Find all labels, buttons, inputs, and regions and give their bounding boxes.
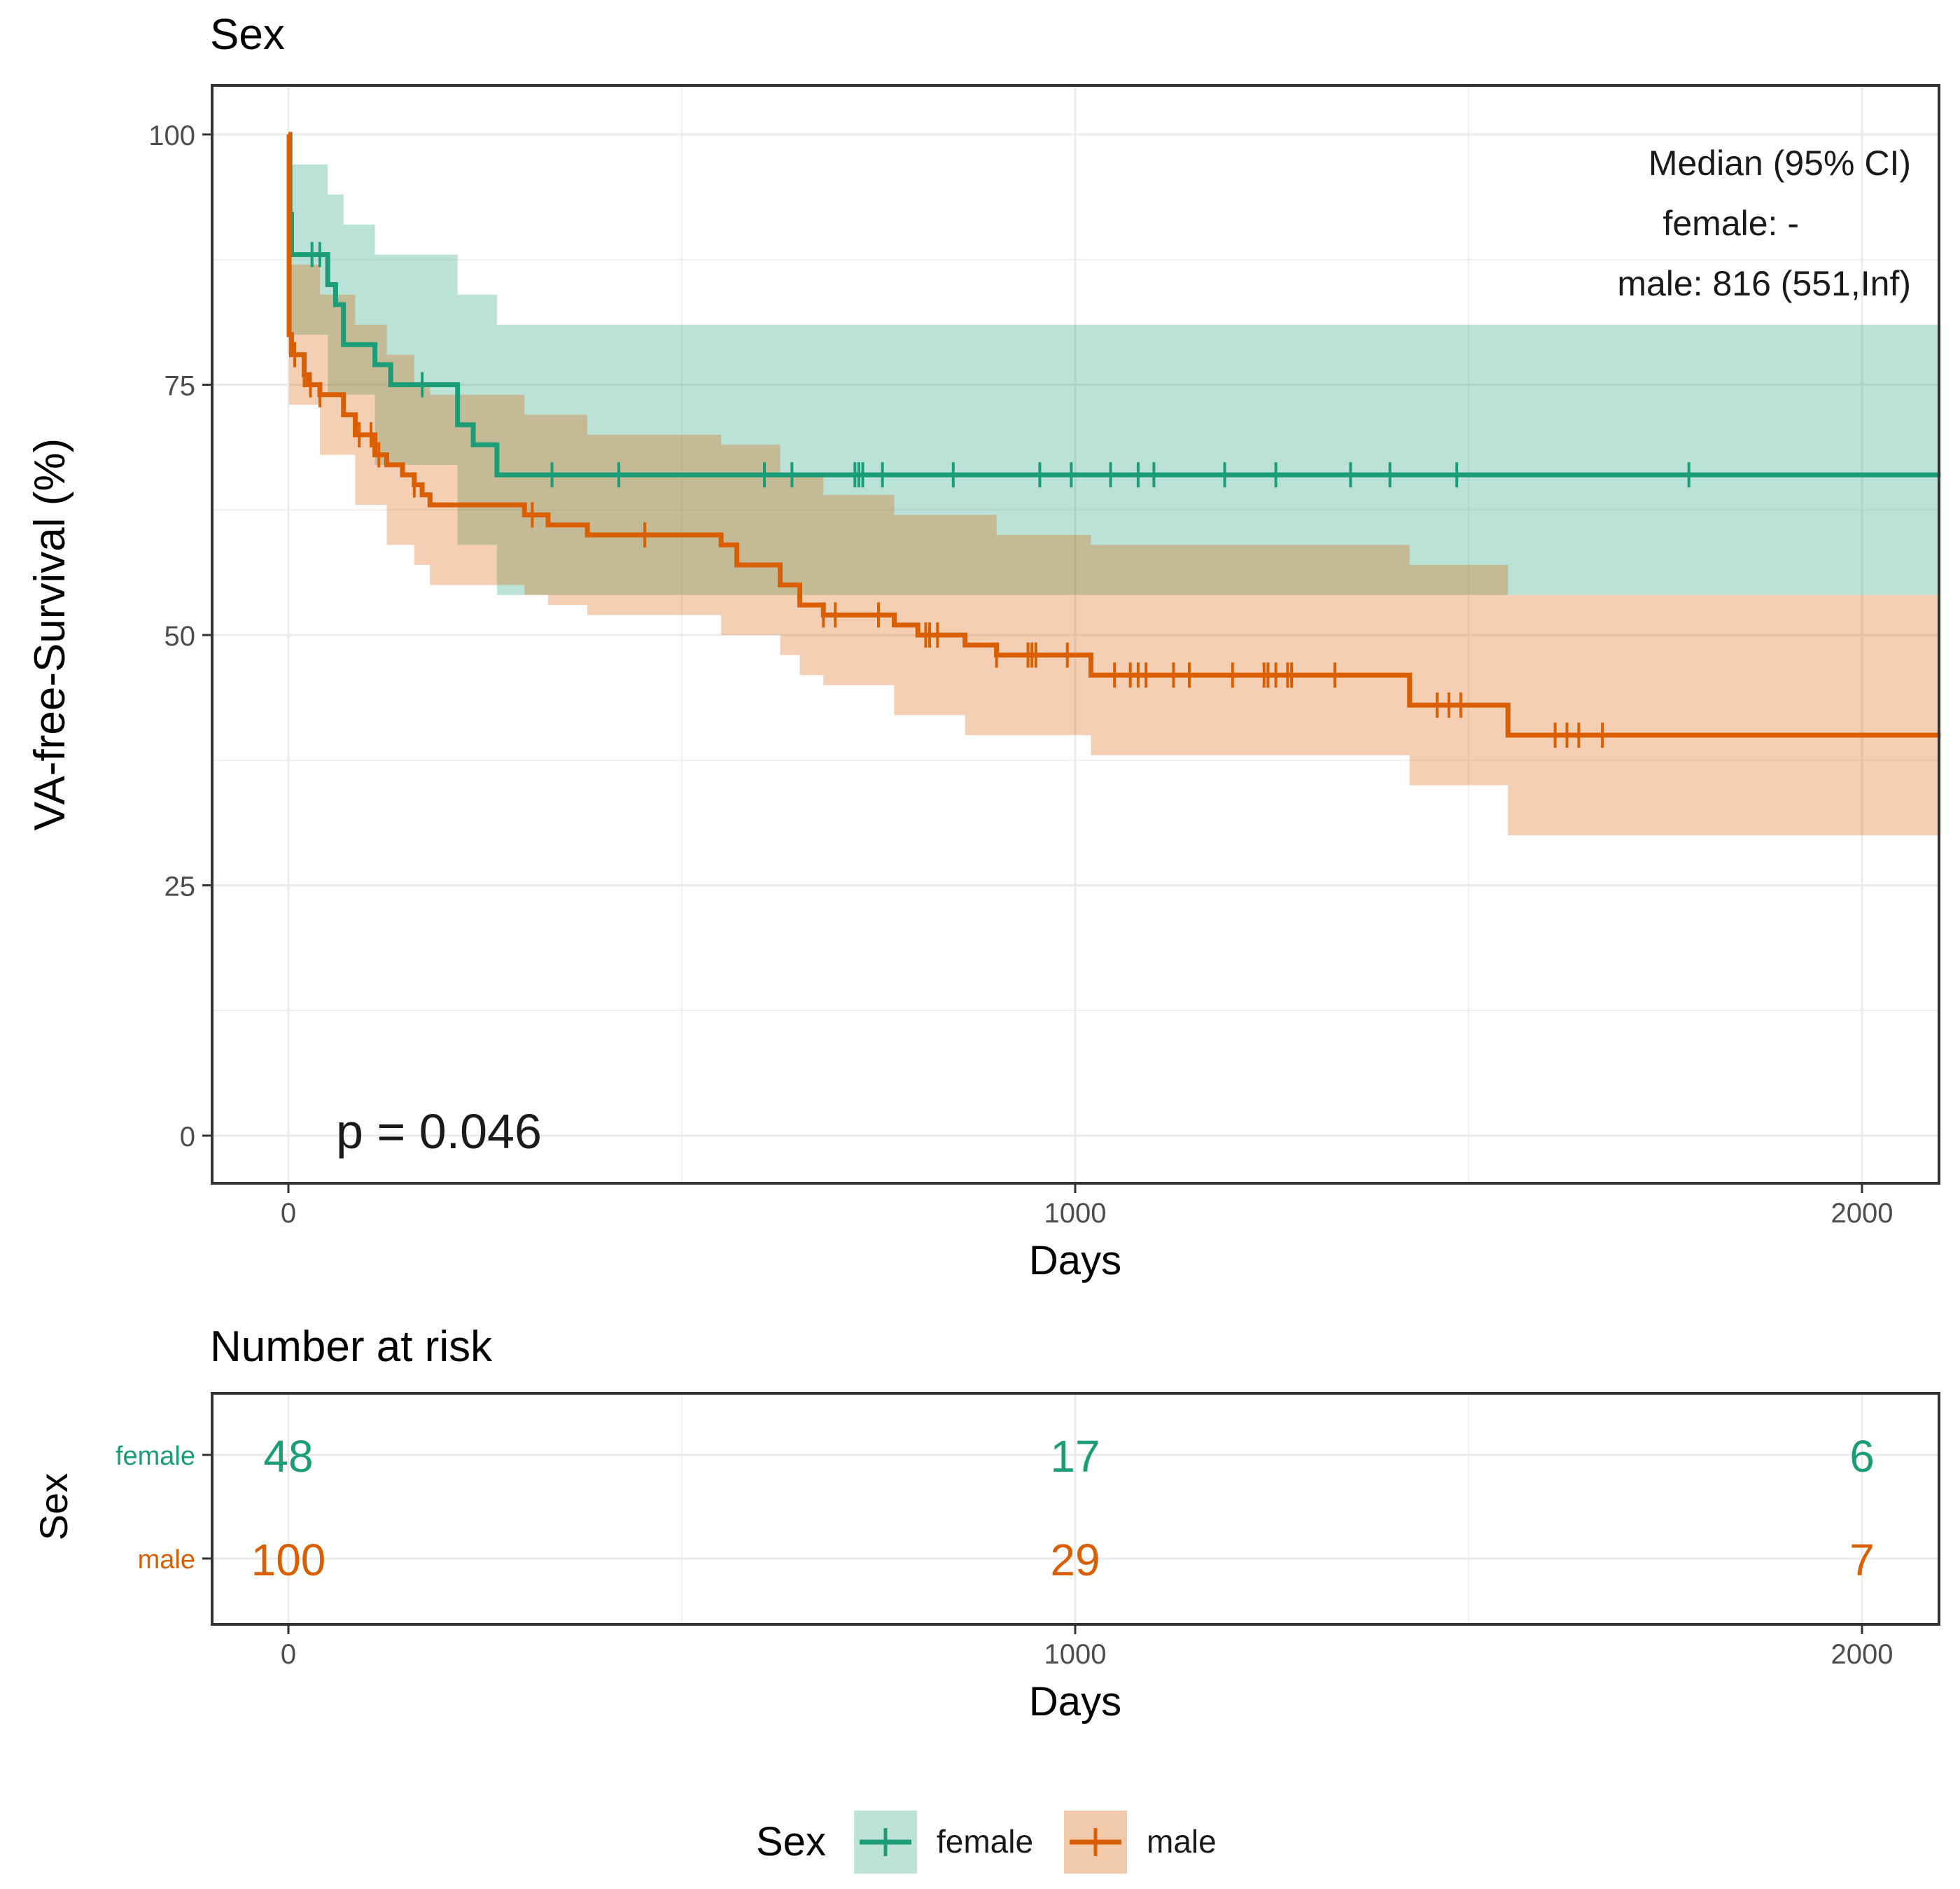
risk-table-cells: 48 17 6 100 29 7: [251, 1431, 1875, 1585]
risk-table-x-ticks: 0 1000 2000: [281, 1624, 1893, 1670]
legend-item-female: female: [854, 1811, 1033, 1874]
legend-label-female: female: [937, 1823, 1033, 1860]
x-axis-label: Days: [1029, 1238, 1121, 1283]
p-value: p = 0.046: [336, 1104, 542, 1159]
risk-x-tick-label: 0: [281, 1639, 296, 1670]
median-annotation: Median (95% CI) female: - male: 816 (551…: [1617, 144, 1911, 303]
risk-x-tick-label: 1000: [1044, 1639, 1107, 1670]
y-tick-label: 25: [164, 872, 196, 902]
ci-band-female: [288, 134, 1941, 595]
legend-title: Sex: [756, 1819, 826, 1864]
confidence-bands: [288, 134, 1941, 835]
y-tick-label: 75: [164, 371, 196, 402]
risk-table-title: Number at risk: [210, 1323, 493, 1371]
risk-table-grid: [212, 1393, 1939, 1624]
x-tick-label: 0: [281, 1198, 296, 1229]
y-tick-label: 0: [180, 1122, 195, 1152]
risk-table-x-label: Days: [1029, 1679, 1121, 1724]
legend-label-male: male: [1147, 1823, 1217, 1860]
plot-title: Sex: [210, 11, 285, 59]
risk-cell-female: 17: [1050, 1431, 1100, 1482]
median-female: female: -: [1662, 204, 1799, 243]
risk-table-y-label: Sex: [31, 1473, 76, 1541]
survival-plot: Sex 0 25 50 75 100 0 1000 2000 VA-free-Surviva…: [26, 11, 1941, 1283]
plot-grid: [212, 85, 1939, 1183]
risk-row-label-male: male: [138, 1545, 195, 1575]
y-tick-label: 50: [164, 621, 196, 652]
y-axis-ticks: 0 25 50 75 100: [148, 120, 212, 1152]
risk-cell-female: 48: [263, 1431, 313, 1482]
median-male: male: 816 (551,Inf): [1617, 264, 1911, 303]
risk-x-tick-label: 2000: [1831, 1639, 1893, 1670]
censor-marks: [293, 242, 1690, 748]
y-axis-label: VA-free-Survival (%): [26, 438, 74, 830]
risk-table-row-labels: female male: [115, 1442, 212, 1575]
risk-cell-male: 100: [251, 1535, 326, 1585]
median-heading: Median (95% CI): [1648, 144, 1911, 183]
risk-table: Number at risk female male 48 17 6 100 29 7 0 1…: [31, 1323, 1940, 1724]
risk-cell-male: 7: [1849, 1535, 1875, 1585]
x-tick-label: 1000: [1044, 1198, 1107, 1229]
y-tick-label: 100: [148, 120, 195, 151]
risk-row-label-female: female: [115, 1442, 195, 1471]
risk-cell-male: 29: [1050, 1535, 1100, 1585]
x-axis-ticks: 0 1000 2000: [281, 1183, 1893, 1229]
ci-band-male: [288, 134, 1941, 835]
x-tick-label: 2000: [1831, 1198, 1893, 1229]
legend-item-male: male: [1064, 1811, 1217, 1874]
risk-cell-female: 6: [1849, 1431, 1875, 1482]
legend: Sex female male: [756, 1811, 1217, 1874]
